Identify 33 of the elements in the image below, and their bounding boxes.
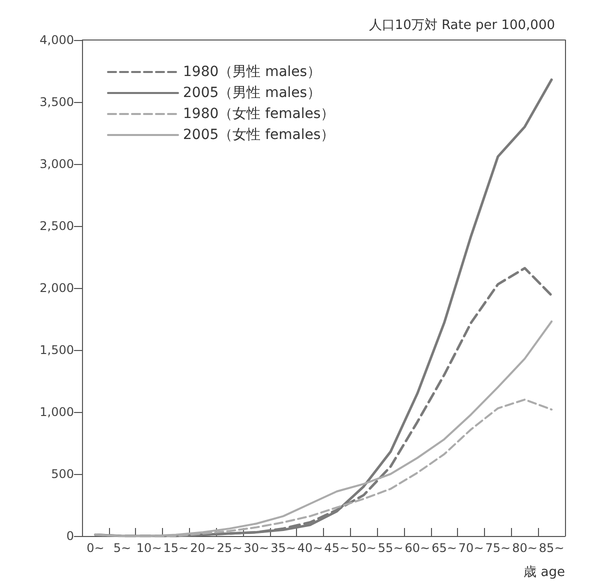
legend-label: 1980（女性 females） <box>183 106 335 122</box>
y-tick-label: 0 <box>66 529 74 543</box>
x-tick-label: 65~ <box>432 541 457 555</box>
x-tick-label: 85~ <box>538 541 564 555</box>
x-axis-title: 歳 age <box>524 565 565 580</box>
x-tick-label: 5~ <box>113 541 132 555</box>
x-tick-label: 75~ <box>485 541 511 555</box>
y-tick-label: 3,500 <box>40 95 74 109</box>
y-tick-label: 3,000 <box>40 157 74 171</box>
x-tick-label: 55~ <box>378 541 404 555</box>
x-tick-label: 15~ <box>163 541 189 555</box>
legend-label: 1980（男性 males） <box>183 64 322 80</box>
x-tick-label: 70~ <box>458 541 484 555</box>
x-tick-label: 80~ <box>512 541 538 555</box>
x-tick-label: 45~ <box>324 541 350 555</box>
x-tick-label: 30~ <box>244 541 270 555</box>
y-tick-label: 2,500 <box>40 219 74 233</box>
x-tick-label: 60~ <box>404 541 430 555</box>
x-tick-label: 35~ <box>270 541 296 555</box>
x-tick-label: 25~ <box>216 541 242 555</box>
x-tick-label: 20~ <box>190 541 216 555</box>
y-tick-label: 2,000 <box>40 281 74 295</box>
y-tick-label: 1,500 <box>40 343 74 357</box>
x-tick-label: 0~ <box>86 541 104 555</box>
x-tick-label: 40~ <box>297 541 323 555</box>
y-tick-label: 1,000 <box>40 405 74 419</box>
y-axis-title: 人口10万対 Rate per 100,000 <box>368 17 555 33</box>
y-tick-label: 500 <box>51 467 74 481</box>
legend-label: 2005（女性 females） <box>183 127 335 143</box>
legend-label: 2005（男性 males） <box>183 85 322 101</box>
x-tick-label: 10~ <box>136 541 162 555</box>
x-tick-label: 50~ <box>351 541 376 555</box>
y-tick-label: 4,000 <box>40 33 74 47</box>
